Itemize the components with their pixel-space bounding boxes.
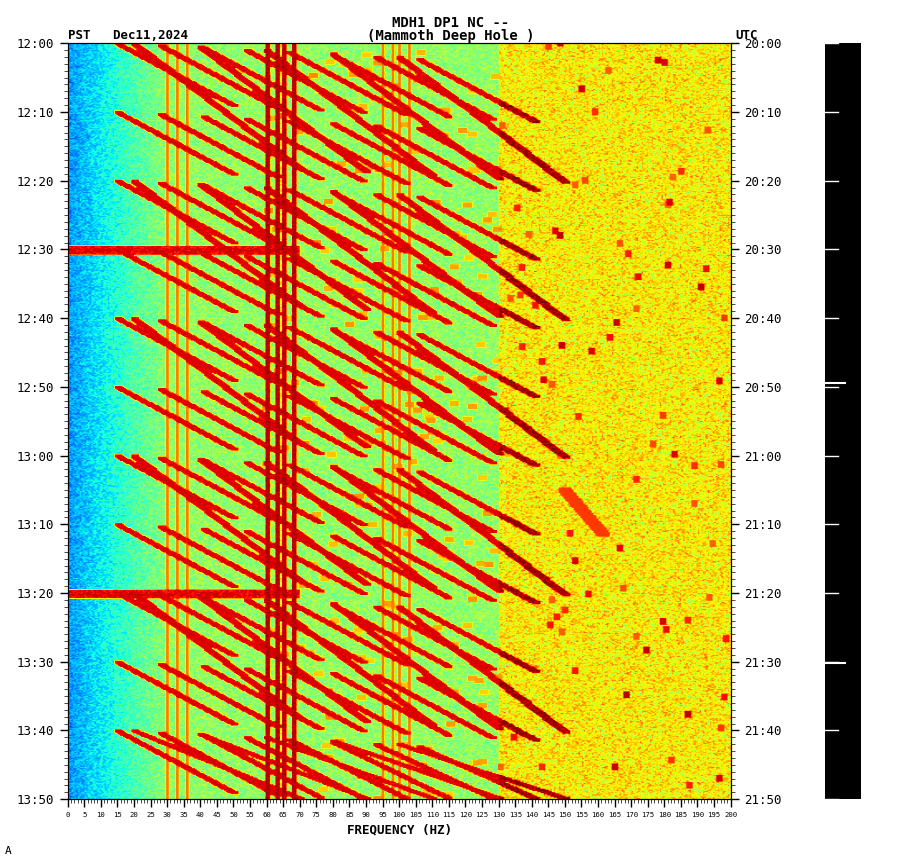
X-axis label: FREQUENCY (HZ): FREQUENCY (HZ)	[346, 824, 452, 837]
Text: PST   Dec11,2024: PST Dec11,2024	[68, 29, 188, 41]
Text: MDH1 DP1 NC --: MDH1 DP1 NC --	[392, 16, 510, 29]
Text: A: A	[5, 846, 11, 855]
Text: UTC: UTC	[735, 29, 758, 41]
Text: (Mammoth Deep Hole ): (Mammoth Deep Hole )	[367, 29, 535, 42]
